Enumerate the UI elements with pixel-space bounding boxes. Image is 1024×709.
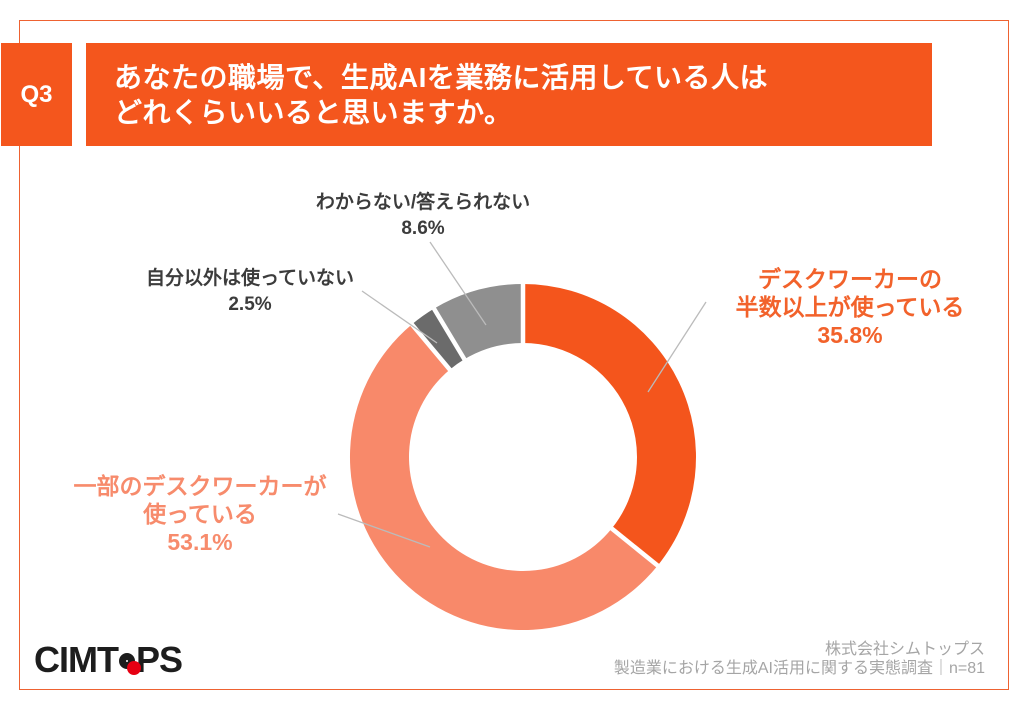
segment-gap-1 <box>606 523 663 571</box>
source-survey: 製造業における生成AI活用に関する実態調査｜n=81 <box>613 660 985 677</box>
callout-unknown: わからない/答えられない 8.6% <box>263 190 583 242</box>
question-number-badge: Q3 <box>1 43 72 146</box>
callout-majority-label-line2: 半数以上が使っている <box>735 294 965 320</box>
leader-line-unknown <box>429 241 487 326</box>
logo-text-prefix: CIMT <box>34 639 119 680</box>
logo-text-suffix: PS <box>135 639 183 680</box>
segment-gap-2 <box>406 319 455 375</box>
leader-line-partial <box>337 513 431 548</box>
question-title-line1: あなたの職場で、生成AIを業務に活用している人は <box>114 61 769 93</box>
donut-segment-1 <box>349 324 658 631</box>
question-title-box: あなたの職場で、生成AIを業務に活用している人は どれくらいいると思いますか。 <box>86 43 932 146</box>
logo-o-icon <box>118 653 141 675</box>
callout-partial-label-line1: 一部のデスクワーカーが <box>73 473 327 499</box>
cimtops-logo: CIMT PS <box>34 639 183 681</box>
callout-none-other-label: 自分以外は使っていない <box>145 268 355 289</box>
callout-unknown-label: わからない/答えられない <box>315 192 531 213</box>
question-title-line2: どれくらいいると思いますか。 <box>114 96 513 128</box>
footer-source: 株式会社シムトップス 製造業における生成AI活用に関する実態調査｜n=81 <box>614 640 985 678</box>
leader-line-none <box>361 290 438 344</box>
logo-red-dot-icon <box>126 661 141 675</box>
question-number-label: Q3 <box>20 80 53 108</box>
callout-partial-value: 53.1% <box>167 529 233 555</box>
donut-segment-3 <box>434 284 523 360</box>
source-company: 株式会社シムトップス <box>824 641 985 658</box>
callout-none-other-value: 2.5% <box>228 294 272 315</box>
callout-none-other: 自分以外は使っていない 2.5% <box>90 266 410 318</box>
callout-partial: 一部のデスクワーカーが 使っている 53.1% <box>50 472 350 556</box>
donut-segment-2 <box>411 308 465 370</box>
callout-majority-value: 35.8% <box>817 322 883 348</box>
leader-line-majority <box>647 301 707 393</box>
callout-partial-label-line2: 使っている <box>143 501 257 527</box>
callout-unknown-value: 8.6% <box>401 218 445 239</box>
donut-segment-0 <box>523 284 696 566</box>
segment-gap-3 <box>429 303 469 365</box>
callout-majority: デスクワーカーの 半数以上が使っている 35.8% <box>700 265 1000 349</box>
callout-majority-label-line1: デスクワーカーの <box>758 266 942 292</box>
